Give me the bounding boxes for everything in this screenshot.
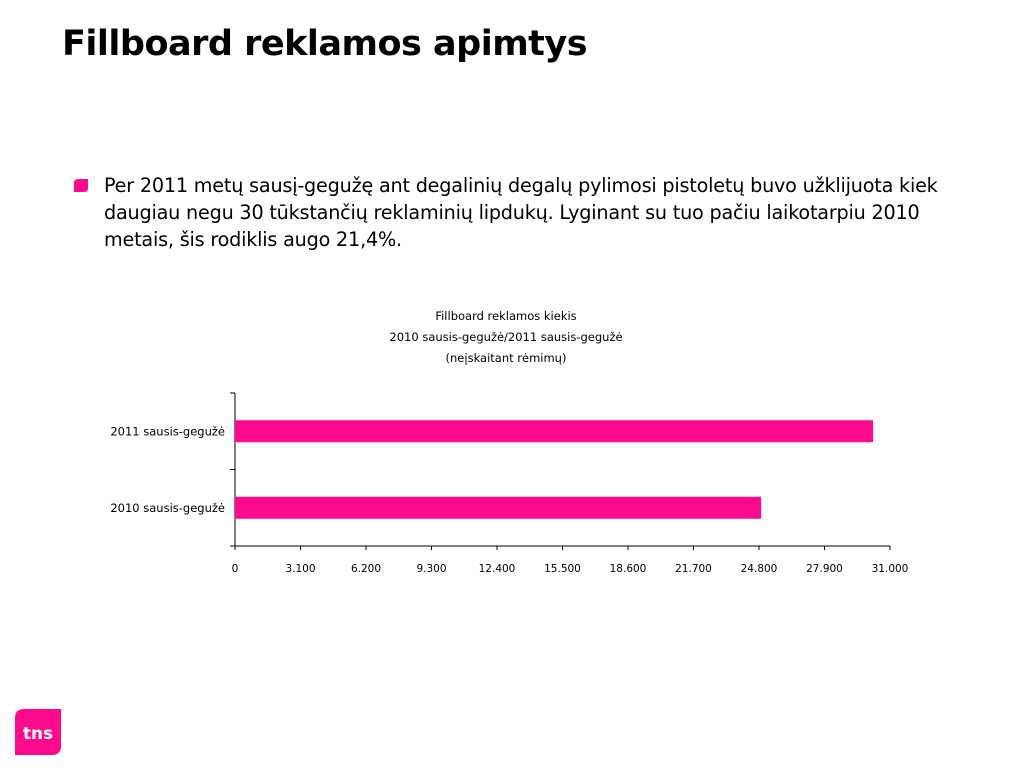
x-tick-label: 9.300 — [416, 563, 446, 575]
x-tick-label: 18.600 — [610, 563, 647, 575]
x-tick-label: 12.400 — [479, 563, 516, 575]
y-category-label: 2011 sausis-gegužė — [110, 424, 225, 438]
x-tick-label: 3.100 — [285, 563, 315, 575]
x-tick-label: 0 — [232, 563, 239, 575]
chart-title-line-1: Fillboard reklamos kiekis — [435, 309, 577, 323]
x-tick-label: 21.700 — [675, 563, 712, 575]
bullet-icon — [74, 179, 88, 192]
x-tick-label: 6.200 — [351, 563, 381, 575]
bar — [235, 496, 762, 519]
bullet-text: Per 2011 metų sausį-gegužę ant degalinių… — [104, 174, 938, 251]
slide-title: Fillboard reklamos apimtys — [62, 24, 588, 64]
chart-title-line-3: (neįskaitant rėmimų) — [445, 351, 567, 365]
x-tick-label: 24.800 — [741, 563, 778, 575]
logo-text: tns — [23, 724, 53, 744]
y-category-label: 2010 sausis-gegužė — [110, 501, 225, 515]
x-tick-label: 15.500 — [544, 563, 581, 575]
bullet-point: Per 2011 metų sausį-gegužę ant degalinių… — [74, 172, 964, 253]
x-tick-label: 27.900 — [806, 563, 843, 575]
chart-title-line-2: 2010 sausis-gegužė/2011 sausis-gegužė — [389, 330, 623, 344]
tns-logo: tns — [15, 709, 61, 755]
bar — [235, 420, 874, 443]
x-tick-label: 31.000 — [872, 563, 909, 575]
